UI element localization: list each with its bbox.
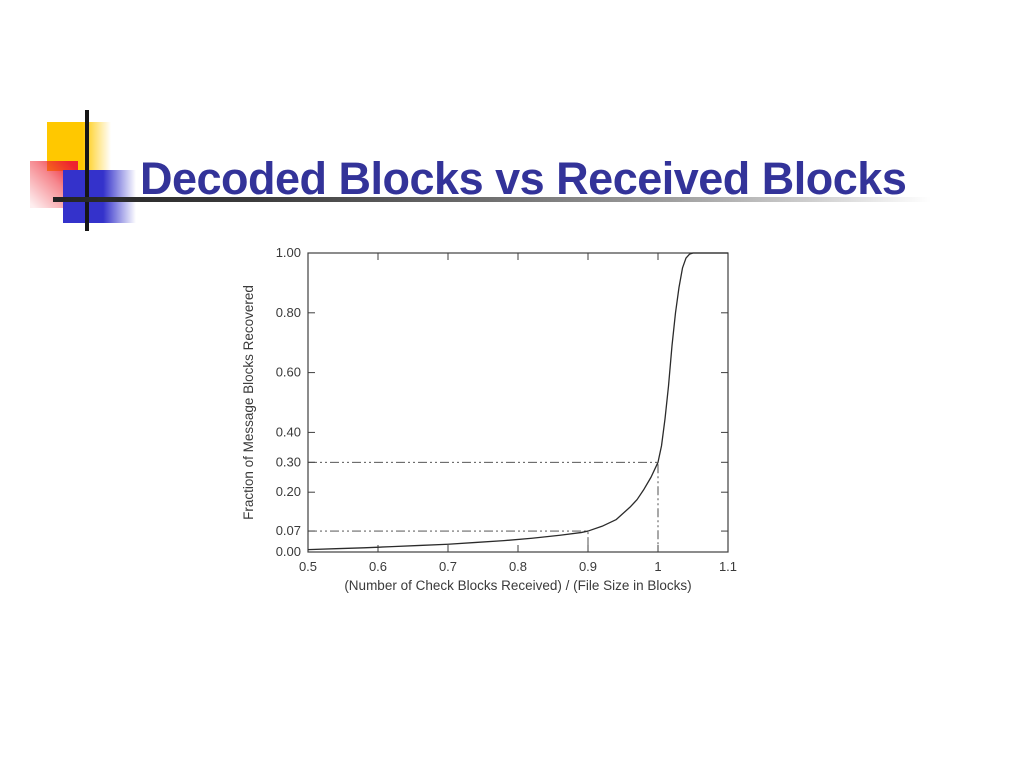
curve-line [307,252,728,551]
deco-blue-square [63,170,136,223]
page-title: Decoded Blocks vs Received Blocks [140,153,907,205]
plot-border [307,252,729,553]
decoded-vs-received-line-chart: 0.5 0.6 0.7 0.8 0.9 1 1.1 0.00 0.07 0.20 0.30 0.40 0… [241,245,737,593]
x-tick-label: 0.5 [299,559,317,574]
title-underline-rule [53,197,958,202]
y-tick-label: 0.30 [276,454,301,469]
y-tick-label: 0.00 [276,544,301,559]
x-tick-label: 0.6 [369,559,387,574]
reference-line [308,461,659,552]
reference-line [308,530,589,552]
x-axis-title: (Number of Check Blocks Received) / (Fil… [344,578,691,593]
x-tick-label: 0.9 [579,559,597,574]
y-tick-label: 0.07 [276,523,301,538]
y-tick-label: 0.40 [276,424,301,439]
deco-vertical-rule [85,110,89,231]
y-tick-label: 0.20 [276,484,301,499]
x-tick-label: 1.1 [719,559,737,574]
y-tick-label: 0.60 [276,365,301,380]
y-tick-label: 0.80 [276,305,301,320]
x-tick-label: 0.7 [439,559,457,574]
y-axis-title: Fraction of Message Blocks Recovered [241,285,256,520]
x-tick-label: 1 [654,559,661,574]
x-tick-label: 0.8 [509,559,527,574]
y-tick-label: 1.00 [276,245,301,260]
